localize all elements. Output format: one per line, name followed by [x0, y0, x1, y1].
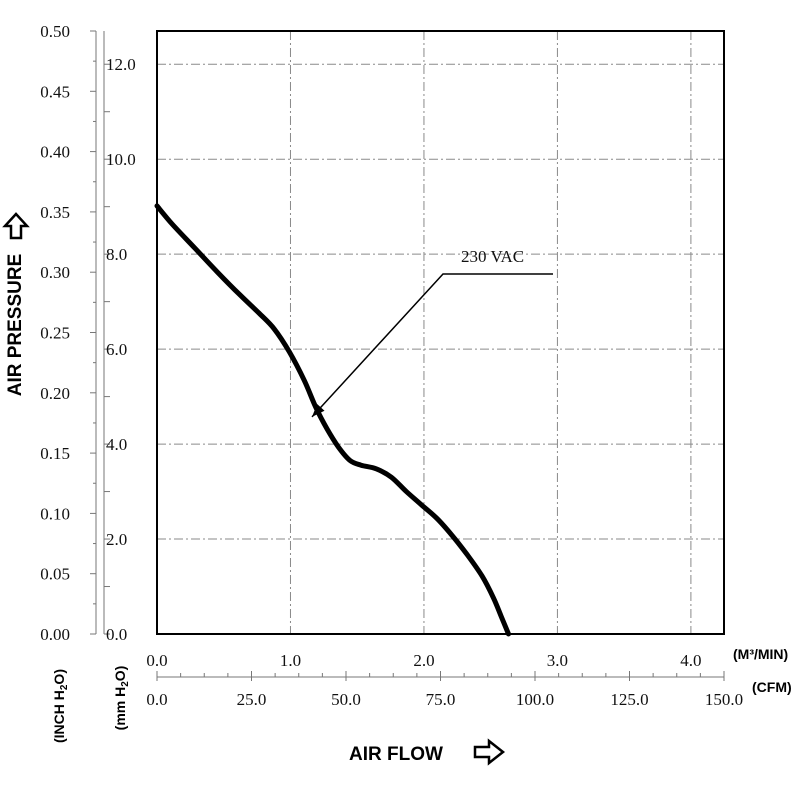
bottom-axes: 0.0 1.0 2.0 3.0 4.0 0.0 25.0 50.0 75.0 100.0 125.0… — [146, 651, 743, 709]
annotation-arrowhead — [312, 404, 325, 417]
y-axis-title: AIR PRESSURE — [5, 254, 26, 397]
x-m3min-tick-label: 0.0 — [146, 651, 167, 670]
left-axes: 0.00 0.05 0.10 0.15 0.20 0.25 0.30 0.35 0.40 0.45… — [40, 22, 136, 644]
y-inch-tick-label: 0.35 — [40, 203, 70, 222]
y-inch-tick-label: 0.20 — [40, 384, 70, 403]
svg-text:(INCH H2O): (INCH H2O) — [51, 669, 70, 743]
y-mm-tick-label: 4.0 — [106, 435, 127, 454]
annotation-230vac: 230 VAC — [311, 247, 553, 418]
x-bottom-unit-label: (CFM) — [752, 679, 792, 695]
y-inch-tick-label: 0.05 — [40, 565, 70, 584]
y-mm-tick-label: 8.0 — [106, 245, 127, 264]
x-m3min-tick-label: 2.0 — [413, 651, 434, 670]
svg-text:(mm H2O): (mm H2O) — [112, 666, 131, 731]
x-m3min-tick-label: 1.0 — [280, 651, 301, 670]
y-unit-mm-label: (mm H2O) — [112, 666, 131, 731]
x-cfm-tick-label: 25.0 — [237, 690, 267, 709]
x-cfm-tick-label: 50.0 — [331, 690, 361, 709]
x-cfm-tick-label: 150.0 — [705, 690, 743, 709]
x-cfm-tick-label: 100.0 — [516, 690, 554, 709]
y-mm-tick-label: 2.0 — [106, 530, 127, 549]
y-mm-tick-label: 10.0 — [106, 150, 136, 169]
y-axis-arrow-icon — [2, 212, 30, 240]
y-mm-tick-label: 12.0 — [106, 55, 136, 74]
x-cfm-tick-label: 75.0 — [426, 690, 456, 709]
y-inch-tick-label: 0.45 — [40, 82, 70, 101]
y-inch-tick-label: 0.40 — [40, 143, 70, 162]
x-axis-arrow-icon — [473, 738, 506, 766]
y-inch-tick-label: 0.10 — [40, 504, 70, 523]
y-inch-tick-label: 0.50 — [40, 22, 70, 41]
y-mm-tick-label: 0.0 — [106, 625, 127, 644]
y-inch-tick-label: 0.00 — [40, 625, 70, 644]
y-inch-tick-label: 0.25 — [40, 324, 70, 343]
x-top-unit-label: (M³/MIN) — [733, 646, 788, 662]
x-m3min-tick-label: 3.0 — [547, 651, 568, 670]
y-inch-tick-label: 0.15 — [40, 444, 70, 463]
series-line-230vac — [154, 203, 511, 637]
x-cfm-tick-label: 125.0 — [610, 690, 648, 709]
annotation-label: 230 VAC — [461, 247, 524, 266]
y-mm-tick-label: 6.0 — [106, 340, 127, 359]
y-unit-inch-label: (INCH H2O) — [51, 669, 70, 743]
x-axis-title: AIR FLOW — [349, 744, 443, 765]
x-cfm-tick-label: 0.0 — [146, 690, 167, 709]
annotation-leader-line — [311, 273, 553, 418]
grid-lines — [157, 31, 724, 634]
y-inch-tick-label: 0.30 — [40, 263, 70, 282]
x-m3min-tick-label: 4.0 — [680, 651, 701, 670]
plot-area-frame — [156, 30, 725, 635]
